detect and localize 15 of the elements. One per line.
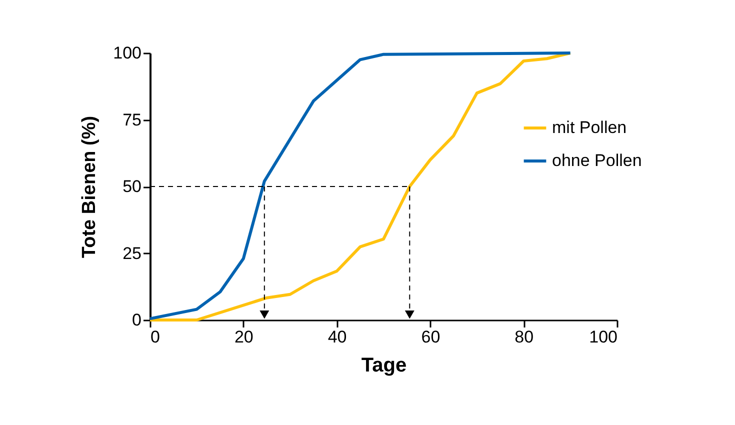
x-tick-label: 0	[150, 328, 160, 346]
y-axis-title: Tote Bienen (%)	[79, 116, 100, 258]
y-tick-label: 50	[122, 177, 142, 196]
y-tick-label: 0	[132, 310, 142, 330]
x-axis-title: Tage	[361, 354, 407, 376]
x-tick-label: 60	[421, 328, 440, 346]
y-tick-label: 25	[122, 244, 142, 263]
y-tick-label: 100	[113, 44, 142, 62]
x-tick-label: 20	[234, 328, 254, 346]
y-tick-label: 75	[122, 110, 142, 130]
legend-label: mit Pollen	[552, 118, 627, 137]
legend-label: ohne Pollen	[552, 151, 642, 170]
x-tick-label: 100	[589, 328, 618, 346]
x-tick-label: 80	[514, 328, 534, 346]
x-tick-label: 40	[328, 328, 347, 346]
